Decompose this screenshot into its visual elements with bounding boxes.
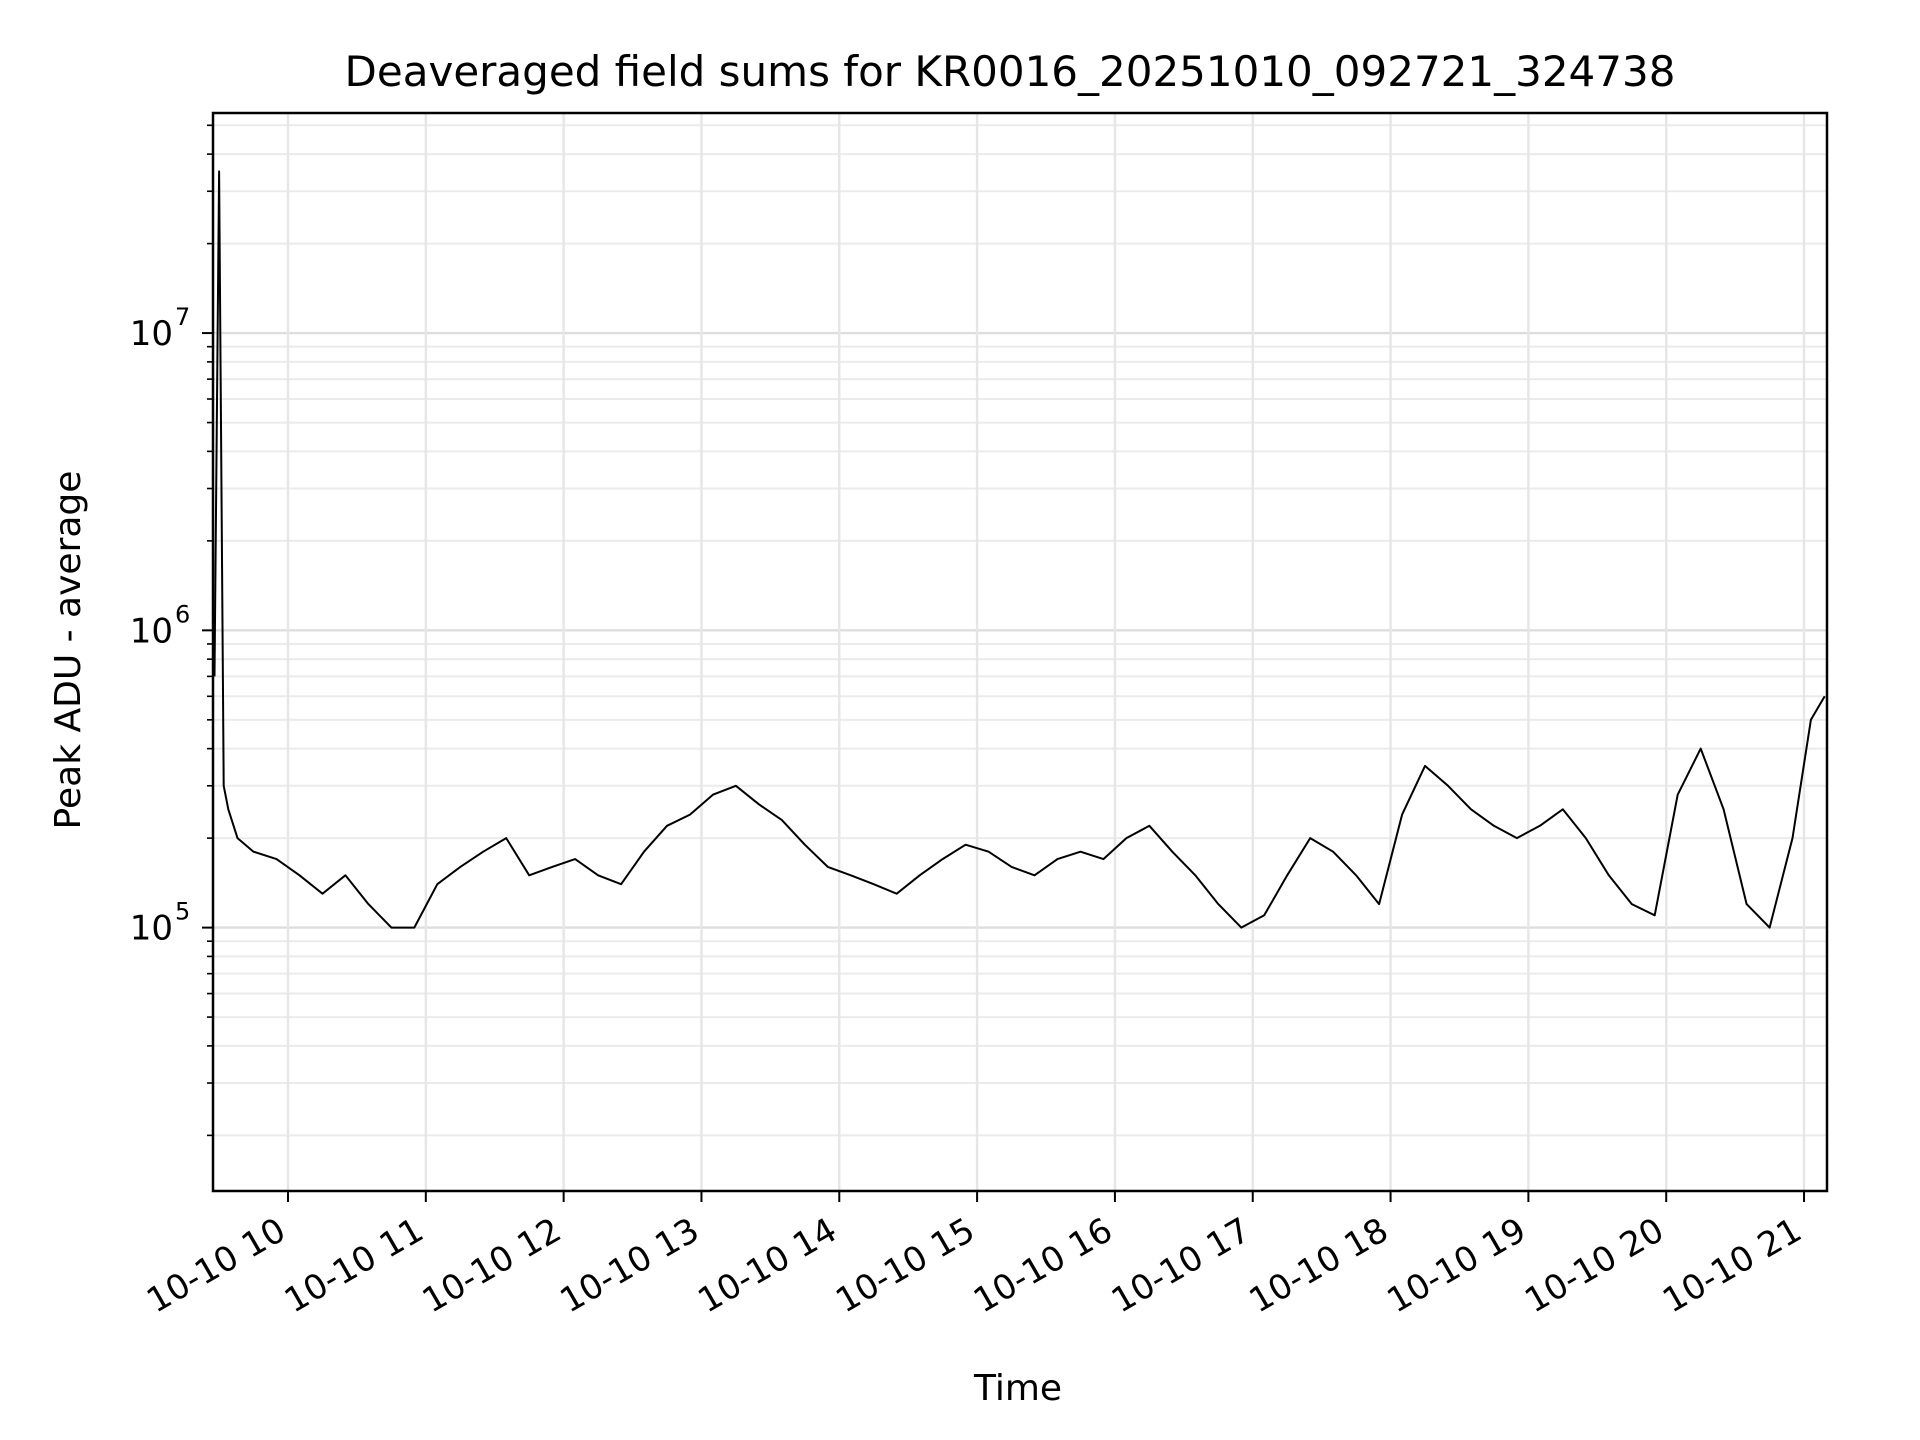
minor-grid (207, 124, 1827, 1137)
y-tick-exponent-2: 7 (175, 303, 190, 331)
plot-frame (211, 111, 1829, 1193)
y-tick-label-2: 10 (130, 314, 173, 354)
series-layer (213, 170, 1826, 929)
series-line-0 (213, 170, 1826, 929)
chart-title: Deaveraged field sums for KR0016_2025101… (345, 47, 1676, 96)
y-axis-label: Peak ADU - average (48, 471, 89, 830)
y-tick-exponent-1: 6 (175, 600, 190, 628)
y-tick-label-1: 10 (130, 611, 173, 651)
y-tick-label-0: 10 (130, 909, 173, 949)
x-axis-label: Time (973, 1368, 1062, 1409)
major-grid (213, 113, 1827, 1191)
y-tick-exponent-0: 5 (175, 898, 190, 926)
